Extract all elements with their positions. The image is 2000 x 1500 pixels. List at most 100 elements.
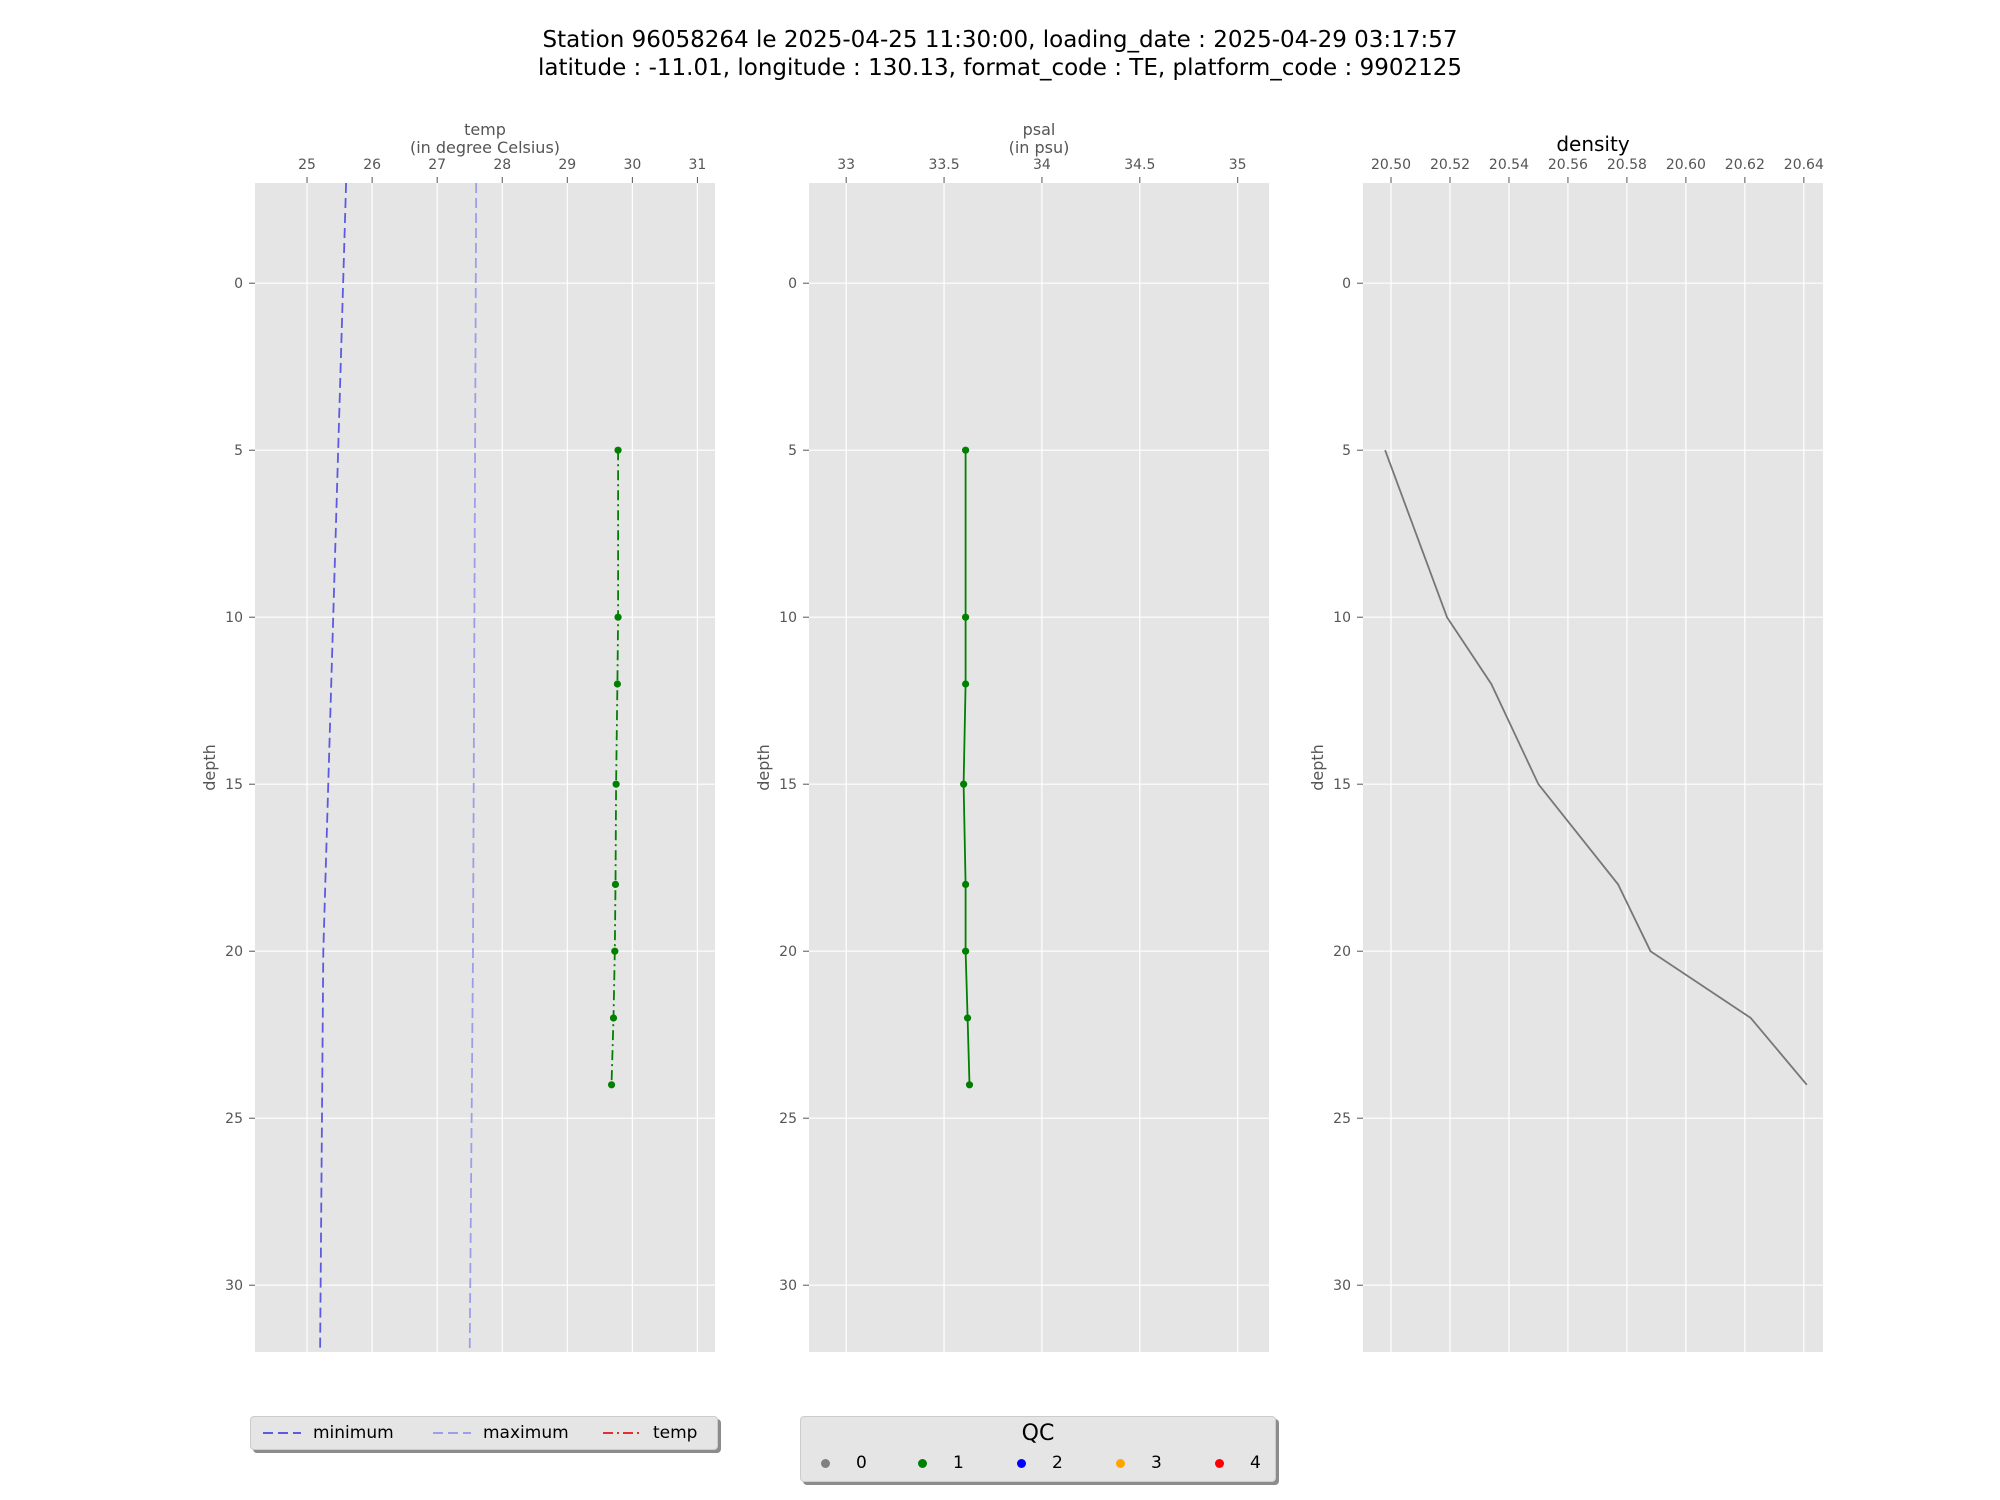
data-point-psal bbox=[965, 1081, 974, 1089]
qc-label: 3 bbox=[1151, 1453, 1162, 1473]
data-point-psal bbox=[961, 446, 970, 454]
qc-legend-item-2: 2 bbox=[1017, 1451, 1063, 1475]
y-axis-label: depth bbox=[200, 744, 219, 791]
y-tick-label: 5 bbox=[788, 443, 797, 459]
series-line-maximum bbox=[468, 183, 478, 1352]
x-tick-label: 31 bbox=[689, 157, 707, 173]
data-point-temp bbox=[612, 780, 620, 788]
y-axis-label: depth bbox=[754, 744, 773, 791]
x-tick-label: 25 bbox=[298, 157, 316, 173]
y-tick-label: 20 bbox=[225, 944, 243, 960]
x-tick-label: 20.56 bbox=[1548, 157, 1588, 173]
qc-marker bbox=[1116, 1458, 1125, 1468]
x-axis-label: (in psu) bbox=[1009, 138, 1070, 157]
qc-legend-item-3: 3 bbox=[1116, 1451, 1162, 1475]
y-tick-label: 5 bbox=[1342, 443, 1351, 459]
qc-legend-title: QC bbox=[1021, 1421, 1055, 1446]
x-axis-label: psal bbox=[1023, 120, 1056, 139]
series-line-density bbox=[1384, 449, 1808, 1086]
legend-swatch bbox=[263, 1432, 301, 1434]
data-point-psal bbox=[960, 780, 968, 788]
qc-label: 2 bbox=[1052, 1453, 1063, 1473]
series-group bbox=[319, 183, 622, 1352]
qc-marker bbox=[918, 1458, 927, 1468]
x-tick-label: 20.64 bbox=[1784, 157, 1824, 173]
y-tick-label: 30 bbox=[1333, 1278, 1351, 1294]
y-tick-label: 0 bbox=[788, 276, 797, 292]
x-tick-label: 20.52 bbox=[1430, 157, 1470, 173]
legend-label: maximum bbox=[483, 1423, 569, 1443]
x-tick-label: 33 bbox=[837, 157, 855, 173]
qc-label: 1 bbox=[953, 1453, 964, 1473]
y-tick-label: 25 bbox=[1333, 1111, 1351, 1127]
x-axis-label: density bbox=[1556, 132, 1629, 156]
y-tick-label: 25 bbox=[225, 1111, 243, 1127]
series-line-psal bbox=[962, 450, 971, 1085]
qc-legend-item-4: 4 bbox=[1215, 1451, 1261, 1475]
y-tick-label: 25 bbox=[779, 1111, 797, 1127]
x-tick-label: 20.60 bbox=[1666, 157, 1706, 173]
figure-title-line1: Station 96058264 le 2025-04-25 11:30:00,… bbox=[542, 27, 1458, 53]
data-point-psal bbox=[961, 880, 970, 889]
x-tick-label: 20.50 bbox=[1371, 157, 1411, 173]
data-point-psal bbox=[961, 613, 970, 621]
data-point-temp bbox=[614, 613, 622, 621]
y-axis-label: depth bbox=[1308, 744, 1327, 791]
x-tick-label: 28 bbox=[493, 157, 511, 173]
series-group bbox=[1384, 449, 1808, 1086]
series-line-minimum bbox=[319, 183, 347, 1352]
legend-swatch bbox=[433, 1432, 471, 1434]
y-tick-label: 10 bbox=[779, 610, 797, 626]
y-tick-label: 20 bbox=[1333, 944, 1351, 960]
data-point-temp bbox=[614, 446, 622, 454]
series-group bbox=[960, 446, 974, 1089]
x-tick-label: 34 bbox=[1033, 157, 1051, 173]
data-point-temp bbox=[607, 1081, 616, 1089]
qc-legend-item-1: 1 bbox=[918, 1451, 964, 1475]
data-point-psal bbox=[963, 1014, 972, 1022]
x-tick-label: 30 bbox=[623, 157, 641, 173]
qc-legend: QC 0 1 2 3 4 bbox=[800, 1416, 1276, 1482]
x-tick-label: 33.5 bbox=[928, 157, 959, 173]
y-tick-label: 0 bbox=[234, 276, 243, 292]
plot-area bbox=[255, 183, 715, 1352]
y-tick-label: 10 bbox=[1333, 610, 1351, 626]
panel-2: 33 33.5 34 34.5 35 0 5 10 15 20 25 30 psal(in psu) de… bbox=[754, 120, 1269, 1352]
y-tick-label: 30 bbox=[225, 1278, 243, 1294]
x-axis-label: (in degree Celsius) bbox=[410, 138, 560, 157]
legend-item-minimum: minimum bbox=[261, 1421, 394, 1445]
qc-label: 4 bbox=[1250, 1453, 1261, 1473]
data-point-psal bbox=[961, 680, 970, 688]
legend-item-temp: temp bbox=[601, 1421, 697, 1445]
x-tick-label: 34.5 bbox=[1124, 157, 1155, 173]
y-tick-label: 15 bbox=[225, 777, 243, 793]
x-tick-label: 27 bbox=[428, 157, 446, 173]
y-tick-label: 20 bbox=[779, 944, 797, 960]
legend-label: temp bbox=[653, 1423, 698, 1443]
y-tick-label: 15 bbox=[779, 777, 797, 793]
qc-marker bbox=[1017, 1458, 1026, 1468]
line-legend: minimum maximum temp bbox=[250, 1416, 718, 1450]
figure-title-line2: latitude : -11.01, longitude : 130.13, f… bbox=[538, 55, 1462, 81]
y-tick-label: 0 bbox=[1342, 276, 1351, 292]
qc-label: 0 bbox=[856, 1453, 867, 1473]
panel-1: 25 26 27 28 29 30 31 0 5 10 15 20 25 30 temp(in degree… bbox=[200, 120, 715, 1352]
panel-3: 20.50 20.52 20.54 20.56 20.58 20.60 20.62 20.64… bbox=[1308, 132, 1824, 1352]
data-point-temp bbox=[611, 880, 620, 889]
x-tick-label: 20.58 bbox=[1607, 157, 1647, 173]
legend-swatch bbox=[603, 1432, 641, 1434]
qc-legend-item-0: 0 bbox=[821, 1451, 867, 1475]
qc-marker bbox=[1215, 1458, 1224, 1468]
series-line-temp bbox=[610, 450, 619, 1085]
x-tick-label: 20.54 bbox=[1489, 157, 1529, 173]
plot-area bbox=[809, 183, 1269, 1352]
data-point-psal bbox=[961, 947, 970, 955]
data-point-temp bbox=[609, 1014, 618, 1022]
x-tick-label: 35 bbox=[1229, 157, 1247, 173]
x-tick-label: 29 bbox=[558, 157, 576, 173]
y-tick-label: 10 bbox=[225, 610, 243, 626]
data-point-temp bbox=[611, 947, 619, 955]
qc-marker bbox=[821, 1458, 830, 1468]
y-tick-label: 5 bbox=[234, 443, 243, 459]
